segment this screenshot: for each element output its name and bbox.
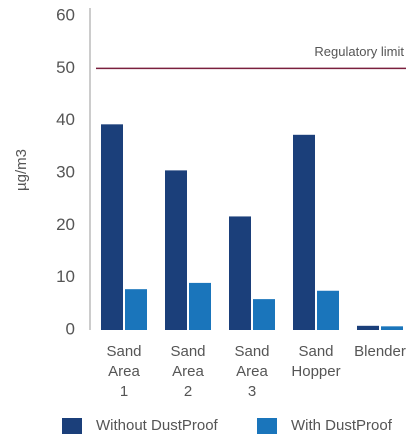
x-tick-label: 3 xyxy=(248,383,256,400)
x-tick-label: Sand xyxy=(106,343,141,360)
y-tick-label: 50 xyxy=(56,58,75,77)
legend-label: Without DustProof xyxy=(96,417,219,434)
x-tick-label: 1 xyxy=(120,383,128,400)
y-tick-label: 40 xyxy=(56,110,75,129)
x-tick-label: Hopper xyxy=(291,363,340,380)
bar xyxy=(125,289,147,330)
x-tick-label: Blender xyxy=(354,343,406,360)
y-tick-label: 20 xyxy=(56,215,75,234)
x-tick-label: 2 xyxy=(184,383,192,400)
y-tick-label: 30 xyxy=(56,162,75,181)
bar xyxy=(165,170,187,330)
y-tick-label: 0 xyxy=(66,319,75,338)
limit-label: Regulatory limit xyxy=(314,44,404,59)
bar xyxy=(253,299,275,330)
bar xyxy=(293,134,315,330)
legend-label: With DustProof xyxy=(291,417,393,434)
y-tick-label: 60 xyxy=(56,5,75,24)
bar xyxy=(101,124,123,330)
x-tick-label: Sand xyxy=(170,343,205,360)
legend-swatch xyxy=(257,418,277,434)
bar xyxy=(229,216,251,330)
x-tick-label: Sand xyxy=(234,343,269,360)
legend-swatch xyxy=(62,418,82,434)
y-axis-label: µg/m3 xyxy=(13,149,30,191)
x-tick-label: Area xyxy=(172,363,204,380)
bar xyxy=(381,326,403,330)
y-tick-label: 10 xyxy=(56,267,75,286)
x-tick-label: Area xyxy=(236,363,268,380)
x-tick-label: Sand xyxy=(298,343,333,360)
bar xyxy=(357,325,379,330)
bar xyxy=(189,282,211,330)
x-tick-label: Area xyxy=(108,363,140,380)
bar xyxy=(317,290,339,330)
